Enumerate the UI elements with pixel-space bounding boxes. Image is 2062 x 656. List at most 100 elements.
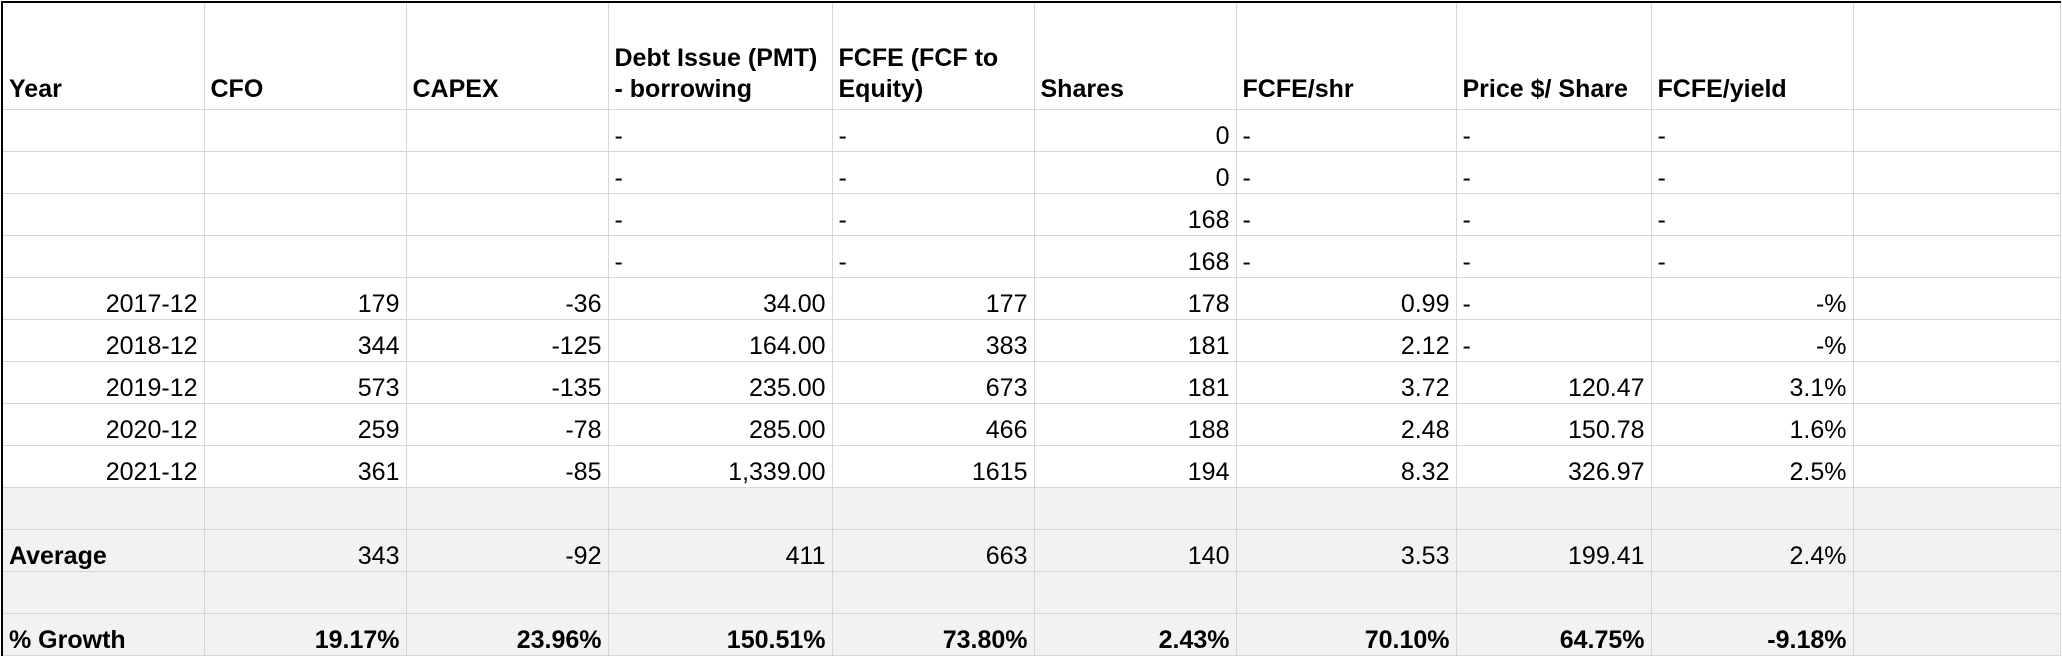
header-price-per-share[interactable]: Price $/ Share	[1455, 1, 1652, 110]
cell-fcfe[interactable]: -	[831, 151, 1035, 194]
cell-fcfe[interactable]: 673	[831, 361, 1035, 404]
cell[interactable]	[831, 571, 1035, 614]
cell[interactable]	[1, 487, 205, 530]
growth-fcfe-per-share[interactable]: 70.10%	[1235, 613, 1457, 656]
cell-shares[interactable]: 178	[1033, 277, 1237, 320]
cell[interactable]	[203, 571, 407, 614]
average-fcfe-yield[interactable]: 2.4%	[1650, 529, 1854, 572]
cell-debt-issue[interactable]: -	[607, 235, 833, 278]
header-fcfe-yield[interactable]: FCFE/yield	[1650, 1, 1854, 110]
cell[interactable]	[607, 571, 833, 614]
cell-shares[interactable]: 188	[1033, 403, 1237, 446]
cell-shares[interactable]: 0	[1033, 109, 1237, 152]
cell-empty[interactable]	[1852, 277, 2061, 320]
cell-debt-issue[interactable]: 164.00	[607, 319, 833, 362]
cell-capex[interactable]: -36	[405, 277, 609, 320]
cell[interactable]	[405, 571, 609, 614]
cell-capex[interactable]	[405, 151, 609, 194]
cell-price-per-share[interactable]: -	[1455, 235, 1652, 278]
cell-year[interactable]: 2018-12	[1, 319, 205, 362]
cell-fcfe-per-share[interactable]: -	[1235, 193, 1457, 236]
cell-fcfe-yield[interactable]: -	[1650, 109, 1854, 152]
cell-empty[interactable]	[1852, 151, 2061, 194]
cell-debt-issue[interactable]: -	[607, 109, 833, 152]
cell-cfo[interactable]: 344	[203, 319, 407, 362]
cell-debt-issue[interactable]: 285.00	[607, 403, 833, 446]
cell-fcfe-yield[interactable]: 1.6%	[1650, 403, 1854, 446]
header-debt-issue[interactable]: Debt Issue (PMT) - borrowing	[607, 1, 833, 110]
cell-fcfe-yield[interactable]: -	[1650, 235, 1854, 278]
cell-shares[interactable]: 168	[1033, 235, 1237, 278]
cell-cfo[interactable]: 179	[203, 277, 407, 320]
cell-price-per-share[interactable]: 326.97	[1455, 445, 1652, 488]
cell[interactable]	[1235, 571, 1457, 614]
cell[interactable]	[1033, 571, 1237, 614]
cell-price-per-share[interactable]: -	[1455, 151, 1652, 194]
cell-empty[interactable]	[1852, 109, 2061, 152]
cell-fcfe[interactable]: -	[831, 109, 1035, 152]
cell-price-per-share[interactable]: -	[1455, 109, 1652, 152]
average-fcfe-per-share[interactable]: 3.53	[1235, 529, 1457, 572]
cell-fcfe-per-share[interactable]: 2.12	[1235, 319, 1457, 362]
cell-shares[interactable]: 0	[1033, 151, 1237, 194]
cell-debt-issue[interactable]: -	[607, 193, 833, 236]
cell-price-per-share[interactable]: -	[1455, 193, 1652, 236]
cell[interactable]	[1033, 487, 1237, 530]
cell-fcfe[interactable]: 466	[831, 403, 1035, 446]
header-fcfe-per-share[interactable]: FCFE/shr	[1235, 1, 1457, 110]
cell-price-per-share[interactable]: -	[1455, 319, 1652, 362]
cell[interactable]	[1455, 571, 1652, 614]
cell-debt-issue[interactable]: 235.00	[607, 361, 833, 404]
cell-fcfe[interactable]: 1615	[831, 445, 1035, 488]
cell[interactable]	[1455, 487, 1652, 530]
cell-fcfe[interactable]: -	[831, 193, 1035, 236]
cell-year[interactable]: 2017-12	[1, 277, 205, 320]
cell-cfo[interactable]	[203, 193, 407, 236]
cell-year[interactable]	[1, 193, 205, 236]
growth-label[interactable]: % Growth	[1, 613, 205, 656]
cell-fcfe-yield[interactable]: 2.5%	[1650, 445, 1854, 488]
cell-fcfe-per-share[interactable]: 2.48	[1235, 403, 1457, 446]
cell-fcfe-yield[interactable]: 3.1%	[1650, 361, 1854, 404]
cell-fcfe-per-share[interactable]: -	[1235, 109, 1457, 152]
header-shares[interactable]: Shares	[1033, 1, 1237, 110]
cell-debt-issue[interactable]: 1,339.00	[607, 445, 833, 488]
cell-price-per-share[interactable]: 120.47	[1455, 361, 1652, 404]
cell-cfo[interactable]	[203, 235, 407, 278]
cell-empty[interactable]	[1852, 193, 2061, 236]
cell-year[interactable]	[1, 109, 205, 152]
cell[interactable]	[1650, 487, 1854, 530]
cell-price-per-share[interactable]: 150.78	[1455, 403, 1652, 446]
cell-year[interactable]: 2019-12	[1, 361, 205, 404]
cell-debt-issue[interactable]: -	[607, 151, 833, 194]
cell-price-per-share[interactable]: -	[1455, 277, 1652, 320]
cell-capex[interactable]: -135	[405, 361, 609, 404]
cell-debt-issue[interactable]: 34.00	[607, 277, 833, 320]
average-label[interactable]: Average	[1, 529, 205, 572]
growth-shares[interactable]: 2.43%	[1033, 613, 1237, 656]
growth-debt-issue[interactable]: 150.51%	[607, 613, 833, 656]
cell-cfo[interactable]: 259	[203, 403, 407, 446]
cell-empty[interactable]	[1852, 361, 2061, 404]
cell-empty[interactable]	[1852, 235, 2061, 278]
average-fcfe[interactable]: 663	[831, 529, 1035, 572]
cell-fcfe-per-share[interactable]: -	[1235, 151, 1457, 194]
cell-empty[interactable]	[1852, 445, 2061, 488]
cell-shares[interactable]: 181	[1033, 319, 1237, 362]
cell[interactable]	[405, 487, 609, 530]
header-empty[interactable]	[1852, 1, 2061, 110]
cell[interactable]	[831, 487, 1035, 530]
average-price-per-share[interactable]: 199.41	[1455, 529, 1652, 572]
growth-price-per-share[interactable]: 64.75%	[1455, 613, 1652, 656]
cell[interactable]	[1852, 571, 2061, 614]
growth-fcfe-yield[interactable]: -9.18%	[1650, 613, 1854, 656]
cell-fcfe-per-share[interactable]: 8.32	[1235, 445, 1457, 488]
cell-shares[interactable]: 181	[1033, 361, 1237, 404]
cell-cfo[interactable]: 573	[203, 361, 407, 404]
cell-capex[interactable]: -85	[405, 445, 609, 488]
header-capex[interactable]: CAPEX	[405, 1, 609, 110]
average-shares[interactable]: 140	[1033, 529, 1237, 572]
cell-fcfe[interactable]: 383	[831, 319, 1035, 362]
average-debt-issue[interactable]: 411	[607, 529, 833, 572]
cell-empty[interactable]	[1852, 319, 2061, 362]
